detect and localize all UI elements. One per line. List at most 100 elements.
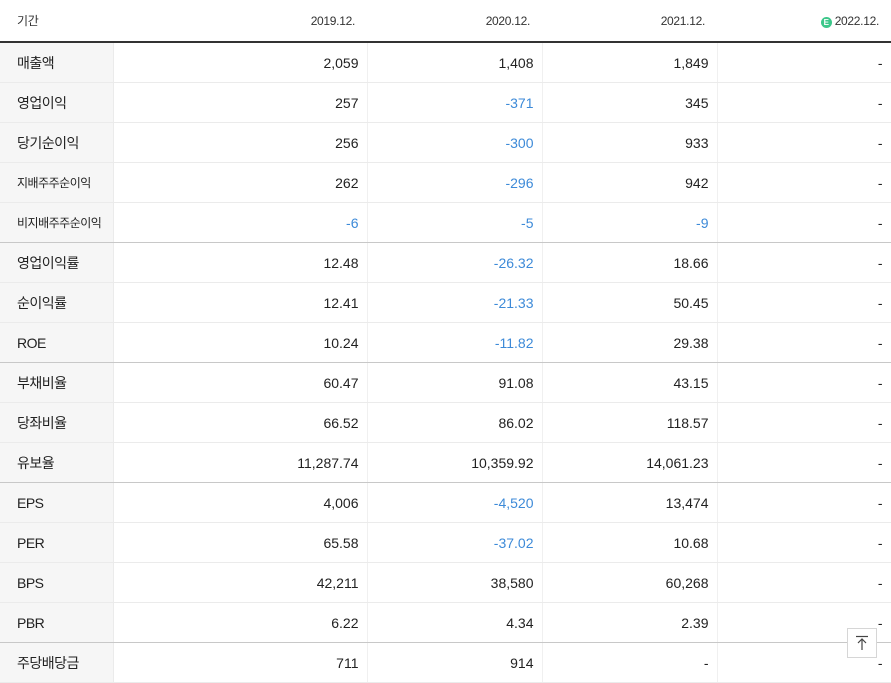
row-label: 주당배당금 (0, 642, 114, 683)
table-cell: - (717, 162, 891, 203)
table-cell: 10.68 (542, 522, 718, 563)
table-cell: -26.32 (367, 242, 543, 283)
table-row: 당기순이익 256 -300 933- (0, 122, 891, 163)
row-label: 매출액 (0, 42, 114, 83)
table-cell: 711 (113, 642, 368, 683)
table-cell: 6.22 (113, 602, 368, 643)
period-header: 기간 (0, 0, 113, 43)
row-label: 당기순이익 (0, 122, 114, 163)
row-label: 영업이익률 (0, 242, 114, 283)
column-header-2019: 2019.12. (113, 0, 367, 43)
arrow-up-to-top-icon (856, 635, 868, 650)
table-cell: - (717, 362, 891, 403)
row-label: 당좌비율 (0, 402, 114, 443)
table-cell: 43.15 (542, 362, 718, 403)
table-cell: - (542, 642, 718, 683)
table-row: 부채비율 60.47 91.08 43.15- (0, 362, 891, 403)
row-label: 부채비율 (0, 362, 114, 403)
table-cell: -296 (367, 162, 543, 203)
table-cell: -300 (367, 122, 543, 163)
table-cell: 18.66 (542, 242, 718, 283)
row-label: PBR (0, 602, 114, 643)
table-cell: - (717, 562, 891, 603)
table-cell: 942 (542, 162, 718, 203)
table-cell: -11.82 (367, 322, 543, 363)
row-label: 순이익률 (0, 282, 114, 323)
table-cell: - (717, 242, 891, 283)
table-cell: - (717, 82, 891, 123)
table-cell: -9 (542, 202, 718, 243)
table-cell: 29.38 (542, 322, 718, 363)
table-cell: 86.02 (367, 402, 543, 443)
table-row: 지배주주순이익 262 -296 942- (0, 162, 891, 203)
table-cell: 345 (542, 82, 718, 123)
table-cell: 14,061.23 (542, 442, 718, 483)
table-cell: 91.08 (367, 362, 543, 403)
table-row: BPS 42,211 38,580 60,268- (0, 562, 891, 603)
table-cell: -4,520 (367, 482, 543, 523)
table-row: 순이익률 12.41 -21.33 50.45- (0, 282, 891, 323)
row-label: ROE (0, 322, 114, 363)
row-label: BPS (0, 562, 114, 603)
table-cell: - (717, 482, 891, 523)
table-cell: 1,849 (542, 42, 718, 83)
table-cell: 4,006 (113, 482, 368, 523)
table-cell: - (717, 442, 891, 483)
table-cell: - (717, 282, 891, 323)
table-row: EPS 4,006 -4,520 13,474- (0, 482, 891, 523)
table-cell: 2.39 (542, 602, 718, 643)
row-label: 영업이익 (0, 82, 114, 123)
row-label: 지배주주순이익 (0, 162, 114, 203)
table-cell: 60,268 (542, 562, 718, 603)
table-cell: 914 (367, 642, 543, 683)
table-cell: -21.33 (367, 282, 543, 323)
table-row: 주당배당금 711 914- - (0, 642, 891, 683)
table-header-row: 기간 2019.12. 2020.12. 2021.12. E 2022.12. (0, 0, 891, 43)
table-cell: 38,580 (367, 562, 543, 603)
table-cell: -5 (367, 202, 543, 243)
table-cell: 65.58 (113, 522, 368, 563)
table-cell: -371 (367, 82, 543, 123)
table-row: 비지배주주순이익 -6 -5 -9- (0, 202, 891, 243)
table-cell: 257 (113, 82, 368, 123)
table-row: 영업이익 257 -371 345- (0, 82, 891, 123)
table-cell: -37.02 (367, 522, 543, 563)
table-row: 영업이익률 12.48 -26.32 18.66- (0, 242, 891, 283)
table-cell: - (717, 122, 891, 163)
table-cell: 42,211 (113, 562, 368, 603)
column-header-2022-estimate: E 2022.12. (717, 0, 891, 43)
row-label: EPS (0, 482, 114, 523)
table-cell: 11,287.74 (113, 442, 368, 483)
column-header-2020: 2020.12. (367, 0, 542, 43)
table-cell: 2,059 (113, 42, 368, 83)
table-cell: - (717, 402, 891, 443)
table-row: 유보율 11,287.74 10,359.92 14,061.23- (0, 442, 891, 483)
table-cell: 10,359.92 (367, 442, 543, 483)
table-cell: 12.48 (113, 242, 368, 283)
scroll-to-top-button[interactable] (847, 628, 877, 658)
table-row: PER 65.58 -37.02 10.68- (0, 522, 891, 563)
table-row: PBR 6.22 4.34 2.39- (0, 602, 891, 643)
table-cell: 118.57 (542, 402, 718, 443)
table-cell: - (717, 322, 891, 363)
table-cell: - (717, 42, 891, 83)
row-label: PER (0, 522, 114, 563)
table-row: ROE 10.24 -11.82 29.38- (0, 322, 891, 363)
table-cell: - (717, 202, 891, 243)
table-cell: - (717, 522, 891, 563)
column-header-2021: 2021.12. (542, 0, 717, 43)
table-cell: 1,408 (367, 42, 543, 83)
table-cell: -6 (113, 202, 368, 243)
table-cell: 50.45 (542, 282, 718, 323)
table-cell: 66.52 (113, 402, 368, 443)
row-label: 비지배주주순이익 (0, 202, 114, 243)
table-cell: 933 (542, 122, 718, 163)
table-cell: 256 (113, 122, 368, 163)
table-cell: 10.24 (113, 322, 368, 363)
estimate-icon: E (820, 16, 832, 28)
table-cell: 262 (113, 162, 368, 203)
table-row: 매출액 2,059 1,408 1,849- (0, 42, 891, 83)
column-header-2022-label: 2022.12. (834, 13, 880, 28)
table-cell: 4.34 (367, 602, 543, 643)
